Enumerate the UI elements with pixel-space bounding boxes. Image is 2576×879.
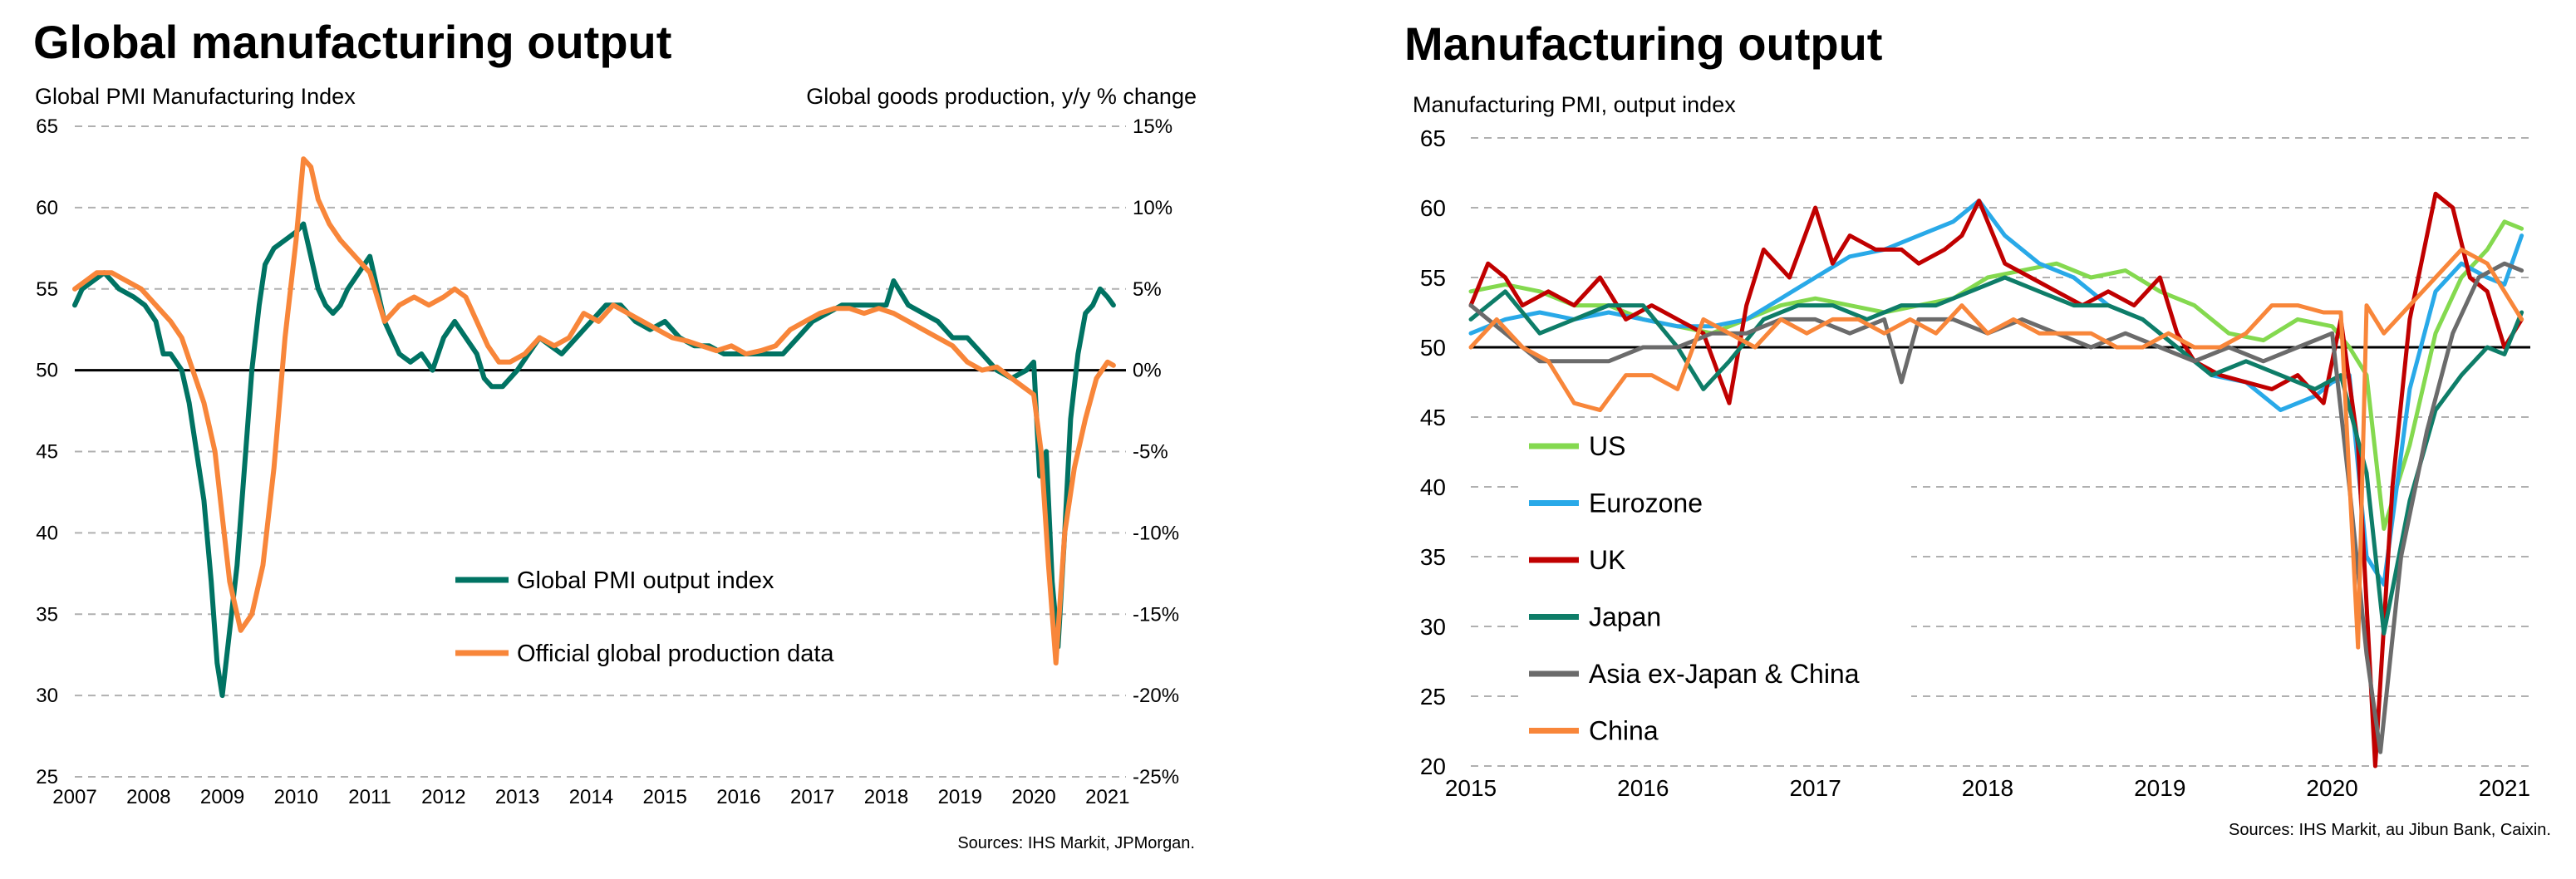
x-tick-label: 2019 [2134,775,2185,801]
right-chart-source: Sources: IHS Markit, au Jibun Bank, Caix… [2229,821,2551,839]
y-tick-label-right: 10% [1133,197,1172,219]
series-line [1468,191,2524,769]
y-tick-label-right: -10% [1133,522,1179,544]
y-tick-label: 45 [1420,405,1446,430]
x-tick-label: 2016 [1617,775,1669,801]
y-tick-label-left: 35 [36,603,58,626]
x-tick-label: 2020 [2306,775,2357,801]
y-tick-label-right: 0% [1133,360,1162,382]
x-tick-label: 2018 [1962,775,2013,801]
y-tick-label-right: -5% [1133,441,1168,464]
left-chart-source: Sources: IHS Markit, JPMorgan. [957,834,1195,852]
y-tick-label-left: 45 [36,441,58,464]
y-tick-label-right: 5% [1133,278,1162,301]
x-tick-label: 2017 [790,786,834,808]
x-tick-label: 2021 [2479,775,2530,801]
y-tick-label-right: -20% [1133,685,1179,707]
x-tick-label: 2014 [569,786,613,808]
y-tick-label-left: 55 [36,278,58,301]
legend-label: China [1589,716,1659,746]
x-tick-label: 2015 [642,786,686,808]
left-axis-title: Global PMI Manufacturing Index [35,84,356,109]
legend-label: Global PMI output index [517,567,774,594]
x-tick-label: 2021 [1085,786,1129,808]
y-tick-label: 55 [1420,265,1446,291]
x-tick-label: 2009 [200,786,244,808]
y-tick-label: 35 [1420,544,1446,570]
legend-label: US [1589,431,1625,461]
x-tick-label: 2020 [1011,786,1055,808]
x-tick-label: 2007 [52,786,96,808]
series-line [72,156,1116,665]
x-tick-label: 2011 [348,786,391,808]
y-tick-label: 20 [1420,754,1446,779]
x-tick-label: 2015 [1445,775,1497,801]
y-tick-label-right: -15% [1133,603,1179,626]
series-line [1468,261,2524,754]
legend-label: Japan [1589,602,1661,632]
series-line [1468,275,2524,636]
series-line [72,221,1116,699]
y-tick-label: 30 [1420,614,1446,640]
left-chart: 65 15% 60 10% 55 5% 50 0% 45 -5% 40 -10% 35 -15% 30 -20… [36,115,1179,808]
legend-label: Asia ex-Japan & China [1589,659,1860,689]
x-tick-label: 2008 [126,786,170,808]
x-tick-label: 2018 [864,786,908,808]
legend-label: Official global production data [517,641,834,667]
y-tick-label: 65 [1420,125,1446,151]
y-tick-label-right: 15% [1133,115,1172,138]
x-tick-label: 2016 [716,786,760,808]
y-tick-label-left: 25 [36,766,58,788]
y-tick-label: 40 [1420,474,1446,500]
right-chart-axis-title: Manufacturing PMI, output index [1413,92,1736,117]
right-axis-title: Global goods production, y/y % change [806,84,1197,109]
x-tick-label: 2019 [938,786,982,808]
x-tick-label: 2012 [421,786,465,808]
y-tick-label-left: 40 [36,522,58,544]
x-tick-label: 2017 [1789,775,1841,801]
y-tick-label: 25 [1420,684,1446,710]
x-tick-label: 2010 [274,786,318,808]
right-chart-title: Manufacturing output [1404,17,1883,70]
y-tick-label-right: -25% [1133,766,1179,788]
left-chart-title: Global manufacturing output [33,16,672,68]
y-tick-label-left: 50 [36,360,58,382]
y-tick-label-left: 30 [36,685,58,707]
legend-box [1521,420,1911,760]
x-tick-label: 2013 [495,786,539,808]
y-tick-label: 60 [1420,195,1446,221]
y-tick-label-left: 65 [36,115,58,138]
y-tick-label-left: 60 [36,197,58,219]
legend-label: UK [1589,545,1625,575]
legend-label: Eurozone [1589,489,1703,518]
y-tick-label: 50 [1420,335,1446,361]
series-line [1468,247,2524,650]
